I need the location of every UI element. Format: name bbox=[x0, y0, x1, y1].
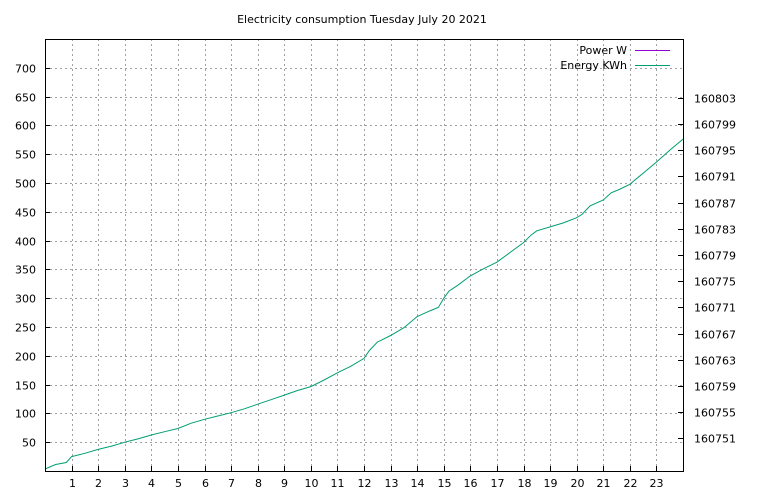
x-tick-label: 10 bbox=[305, 477, 319, 490]
y2-tick-label: 160787 bbox=[694, 198, 736, 211]
y-tick-label: 500 bbox=[15, 178, 36, 191]
y2-tick-label: 160767 bbox=[694, 329, 736, 342]
y2-tick-label: 160779 bbox=[694, 250, 736, 263]
x-tick-label: 15 bbox=[438, 477, 452, 490]
y-tick-label: 650 bbox=[15, 92, 36, 105]
x-tick-label: 3 bbox=[122, 477, 129, 490]
y2-tick-label: 160763 bbox=[694, 355, 736, 368]
x-tick-label: 1 bbox=[69, 477, 76, 490]
y-tick-label: 550 bbox=[15, 149, 36, 162]
x-tick-label: 17 bbox=[491, 477, 505, 490]
chart-title: Electricity consumption Tuesday July 20 … bbox=[237, 13, 487, 26]
legend-label: Power W bbox=[579, 44, 627, 57]
y-tick-label: 400 bbox=[15, 236, 36, 249]
y2-tick-label: 160795 bbox=[694, 145, 736, 158]
axis-ticks: 1 2 3 4 5 6 7 8 9 10 11 12 13 14 15 16 17 18 19 20 21 22 23501… bbox=[15, 63, 736, 491]
x-tick-label: 5 bbox=[175, 477, 182, 490]
x-tick-label: 8 bbox=[255, 477, 262, 490]
y2-tick-label: 160783 bbox=[694, 224, 736, 237]
y-tick-label: 700 bbox=[15, 63, 36, 76]
y-tick-label: 350 bbox=[15, 264, 36, 277]
x-tick-label: 6 bbox=[202, 477, 209, 490]
plot-frame bbox=[45, 39, 684, 472]
y2-tick-label: 160771 bbox=[694, 302, 736, 315]
x-tick-label: 2 bbox=[95, 477, 102, 490]
x-tick-label: 7 bbox=[228, 477, 235, 490]
x-tick-label: 20 bbox=[571, 477, 585, 490]
x-tick-label: 16 bbox=[464, 477, 478, 490]
y-tick-label: 50 bbox=[22, 437, 36, 450]
x-tick-label: 11 bbox=[331, 477, 345, 490]
x-tick-label: 13 bbox=[385, 477, 399, 490]
x-tick-label: 22 bbox=[624, 477, 638, 490]
y2-tick-label: 160775 bbox=[694, 276, 736, 289]
x-tick-label: 14 bbox=[411, 477, 425, 490]
legend: Power W Energy KWh bbox=[560, 44, 670, 72]
y2-tick-label: 160755 bbox=[694, 407, 736, 420]
series-lines bbox=[44, 138, 684, 470]
y2-tick-label: 160799 bbox=[694, 119, 736, 132]
x-tick-label: 21 bbox=[597, 477, 611, 490]
x-tick-label: 9 bbox=[281, 477, 288, 490]
y2-tick-label: 160791 bbox=[694, 171, 736, 184]
legend-label: Energy KWh bbox=[560, 59, 627, 72]
x-tick-label: 23 bbox=[650, 477, 664, 490]
y-tick-label: 450 bbox=[15, 207, 36, 220]
x-tick-label: 18 bbox=[518, 477, 532, 490]
y-tick-label: 100 bbox=[15, 408, 36, 421]
y-tick-label: 300 bbox=[15, 293, 36, 306]
x-tick-label: 19 bbox=[544, 477, 558, 490]
x-tick-label: 4 bbox=[148, 477, 155, 490]
y-tick-label: 600 bbox=[15, 120, 36, 133]
y2-tick-label: 160759 bbox=[694, 381, 736, 394]
y2-tick-label: 160803 bbox=[694, 93, 736, 106]
y2-tick-label: 160751 bbox=[694, 433, 736, 446]
y-tick-label: 250 bbox=[15, 322, 36, 335]
y-tick-label: 150 bbox=[15, 380, 36, 393]
grid-lines bbox=[45, 39, 683, 471]
y-tick-label: 200 bbox=[15, 351, 36, 364]
x-tick-label: 12 bbox=[358, 477, 372, 490]
series-line-1 bbox=[44, 138, 684, 470]
